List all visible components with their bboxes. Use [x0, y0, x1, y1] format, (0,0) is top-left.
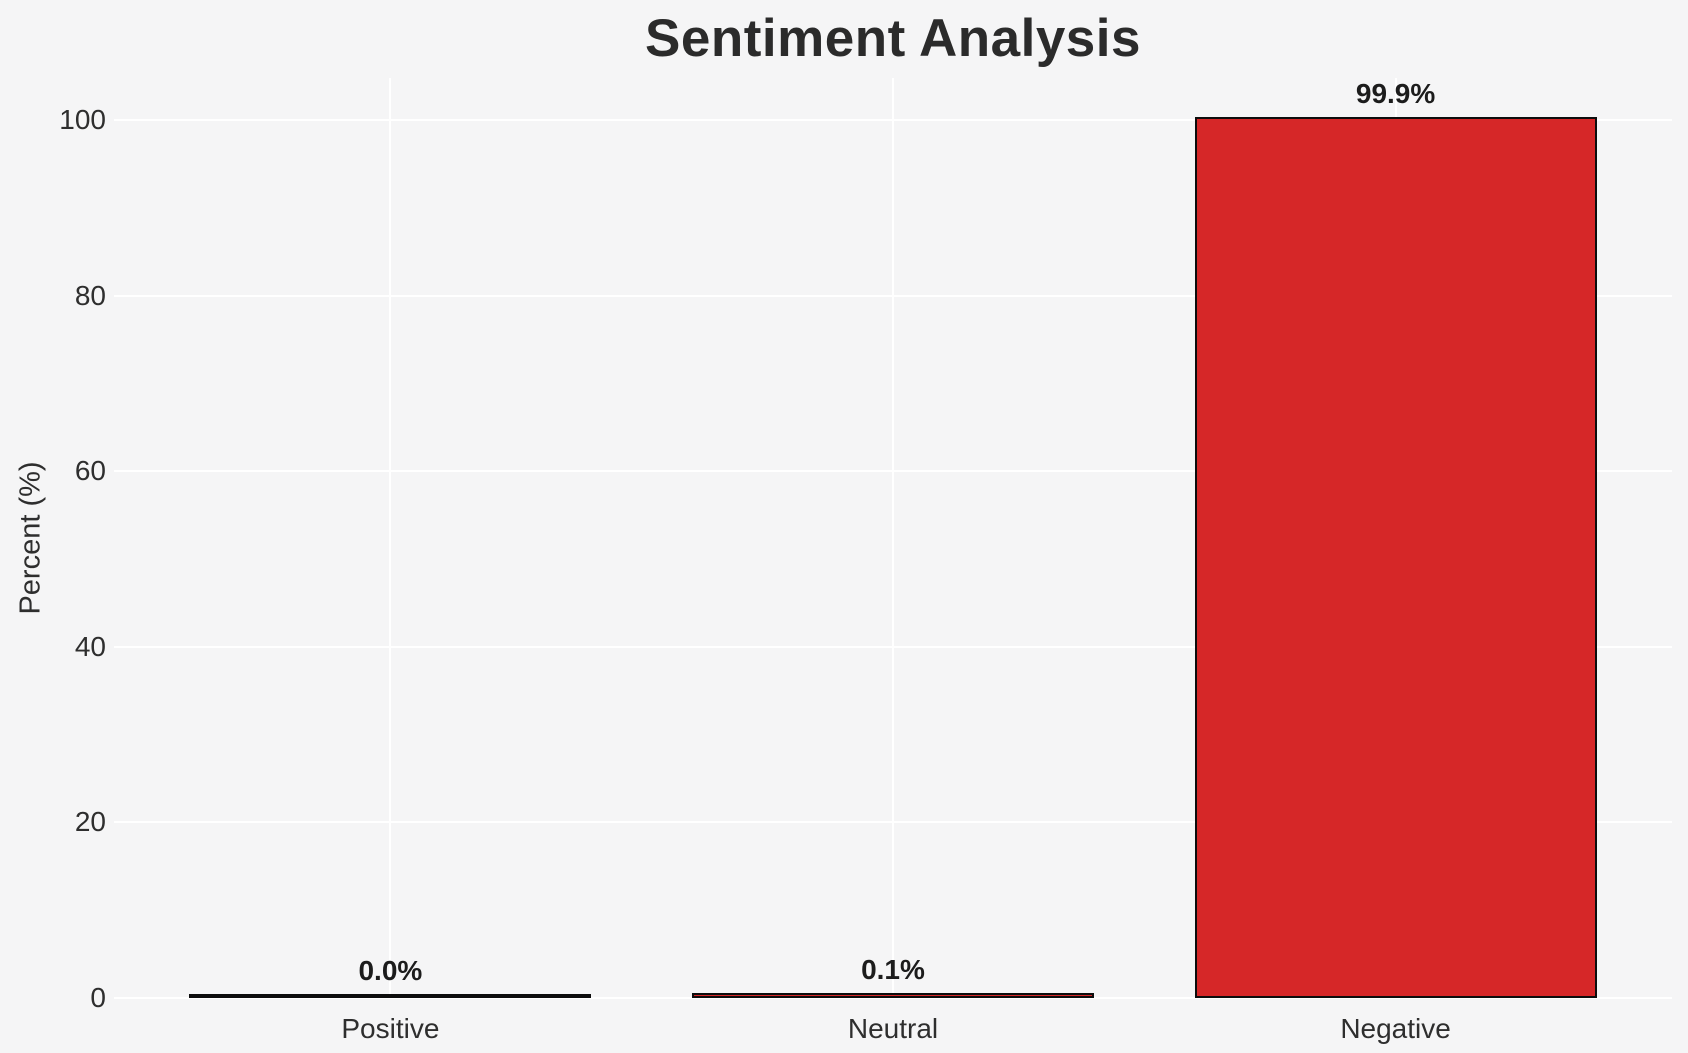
vertical-gridline [892, 78, 894, 998]
y-tick-label: 40 [74, 630, 106, 662]
y-tick-label: 0 [90, 982, 106, 1013]
bar-value-label: 0.1% [861, 954, 925, 986]
bar-positive [189, 994, 592, 998]
y-tick-label: 100 [59, 104, 106, 136]
x-tick-label-neutral: Neutral [847, 1013, 939, 1044]
bar-negative [1194, 117, 1597, 998]
y-tick-label: 80 [74, 279, 106, 311]
vertical-gridline [389, 78, 392, 998]
plot-area: 0.0% 0.1% 99.9% [114, 78, 1672, 999]
y-tick-label: 20 [74, 806, 106, 838]
bar-value-label: 99.9% [1355, 78, 1436, 110]
bar-value-label: 0.0% [358, 955, 423, 986]
horizontal-gridline [114, 997, 1672, 999]
x-tick-label-negative: Negative [1340, 1013, 1451, 1044]
y-tick-label: 60 [74, 455, 106, 487]
bar-neutral [691, 993, 1095, 998]
chart-title: Sentiment Analysis [645, 9, 1141, 68]
x-tick-label-positive: Positive [341, 1013, 440, 1044]
